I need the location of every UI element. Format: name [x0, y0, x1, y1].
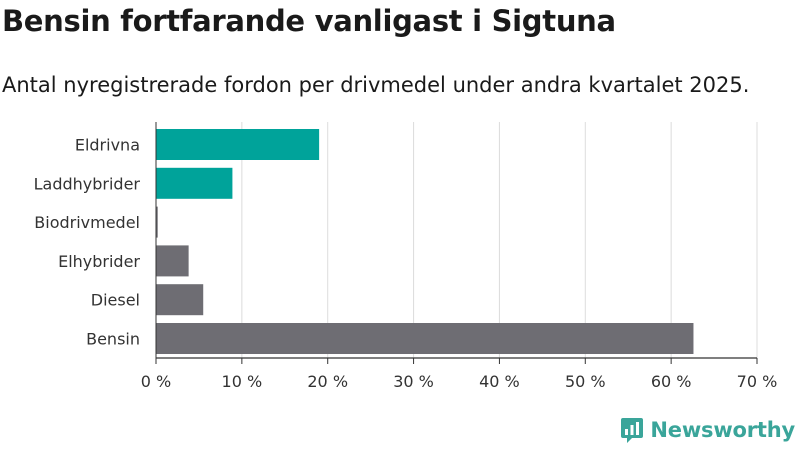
x-tick-label: 40 % [479, 372, 520, 391]
category-label: Diesel [91, 291, 140, 310]
brand-logo: Newsworthy [620, 416, 795, 444]
category-label: Bensin [86, 330, 140, 349]
bar-biodrivmedel [156, 206, 158, 238]
x-tick-label: 50 % [565, 372, 606, 391]
category-labels: Eldrivna Laddhybrider Biodrivmedel Elhybrid… [34, 136, 141, 349]
x-tick-label: 10 % [222, 372, 263, 391]
x-tick-label: 70 % [737, 372, 778, 391]
x-tick-label: 30 % [393, 372, 434, 391]
category-label: Laddhybrider [34, 174, 141, 193]
x-axis: 0 % 10 % 20 % 30 % 40 % 50 % 60 % 70 % [141, 122, 778, 391]
x-tick-label: 20 % [307, 372, 348, 391]
bar-eldrivna [156, 129, 320, 160]
gridlines [241, 122, 758, 358]
category-label: Biodrivmedel [34, 213, 140, 232]
bar-laddhybrider [156, 167, 233, 199]
x-tick-label: 60 % [651, 372, 692, 391]
x-tick-label: 0 % [141, 372, 171, 391]
category-label: Eldrivna [75, 136, 140, 155]
brand-name: Newsworthy [650, 418, 795, 442]
bar-elhybrider [156, 245, 189, 277]
bars [156, 129, 694, 354]
chart-title: Bensin fortfarande vanligast i Sigtuna [2, 4, 616, 38]
bar-bensin [156, 323, 694, 354]
category-label: Elhybrider [58, 252, 140, 271]
bar-diesel [156, 284, 204, 316]
chart-subtitle: Antal nyregistrerade fordon per drivmede… [2, 73, 750, 97]
newsworthy-logo-icon [621, 418, 644, 443]
